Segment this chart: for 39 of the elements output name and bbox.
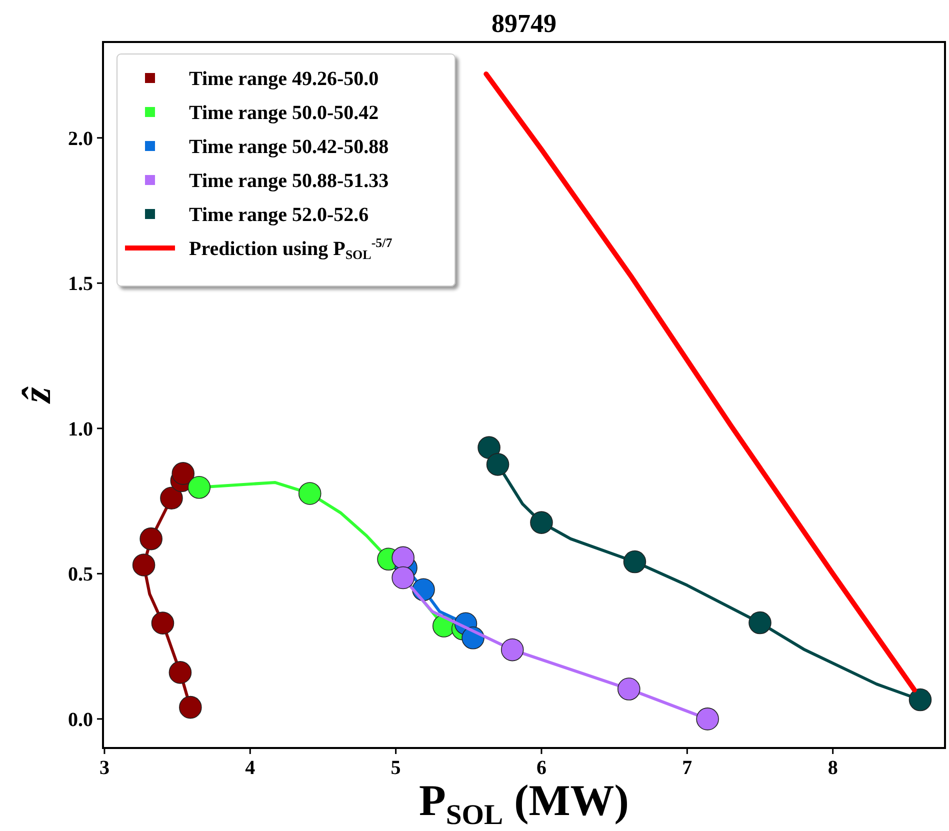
x-tick-label: 8 bbox=[828, 757, 838, 779]
point bbox=[623, 550, 646, 574]
y-tick-label: 0.5 bbox=[68, 564, 93, 586]
point bbox=[172, 462, 195, 485]
y-tick-label: 2.0 bbox=[68, 128, 93, 150]
point bbox=[696, 708, 719, 730]
point bbox=[392, 546, 414, 570]
point bbox=[748, 611, 772, 634]
x-tick-label: 7 bbox=[682, 757, 692, 779]
y-tick-label: 1.0 bbox=[68, 418, 93, 440]
point bbox=[188, 476, 211, 499]
chart-title: 89749 bbox=[492, 9, 556, 38]
point bbox=[151, 612, 174, 634]
point bbox=[168, 661, 192, 684]
x-tick-label: 4 bbox=[245, 757, 256, 779]
legend-label: Time range 49.26-50.0 bbox=[189, 68, 379, 90]
point bbox=[486, 453, 510, 476]
point bbox=[160, 486, 183, 510]
point bbox=[392, 566, 414, 590]
legend-label: Time range 50.88-51.33 bbox=[189, 170, 389, 192]
point bbox=[478, 436, 500, 459]
point bbox=[140, 527, 162, 550]
point bbox=[908, 688, 932, 712]
x-tick-label: 5 bbox=[390, 757, 401, 779]
point bbox=[530, 511, 553, 534]
x-tick-label: 6 bbox=[536, 757, 546, 779]
legend-label: Time range 50.0-50.42 bbox=[189, 102, 379, 124]
y-axis-title: ẑ bbox=[14, 386, 59, 405]
point bbox=[500, 638, 524, 662]
point bbox=[617, 678, 640, 700]
y-tick-label: 1.5 bbox=[68, 273, 93, 296]
legend-label: Time range 50.42-50.88 bbox=[189, 136, 389, 158]
point bbox=[132, 554, 156, 576]
x-axis-title: P$_{SOL}$ (MW) bbox=[419, 776, 629, 831]
x-tick-label: 3 bbox=[99, 757, 110, 779]
point bbox=[179, 696, 202, 719]
point bbox=[298, 482, 322, 505]
y-tick-label: 0.0 bbox=[68, 708, 93, 731]
legend-label: Time range 52.0-52.6 bbox=[189, 204, 369, 226]
